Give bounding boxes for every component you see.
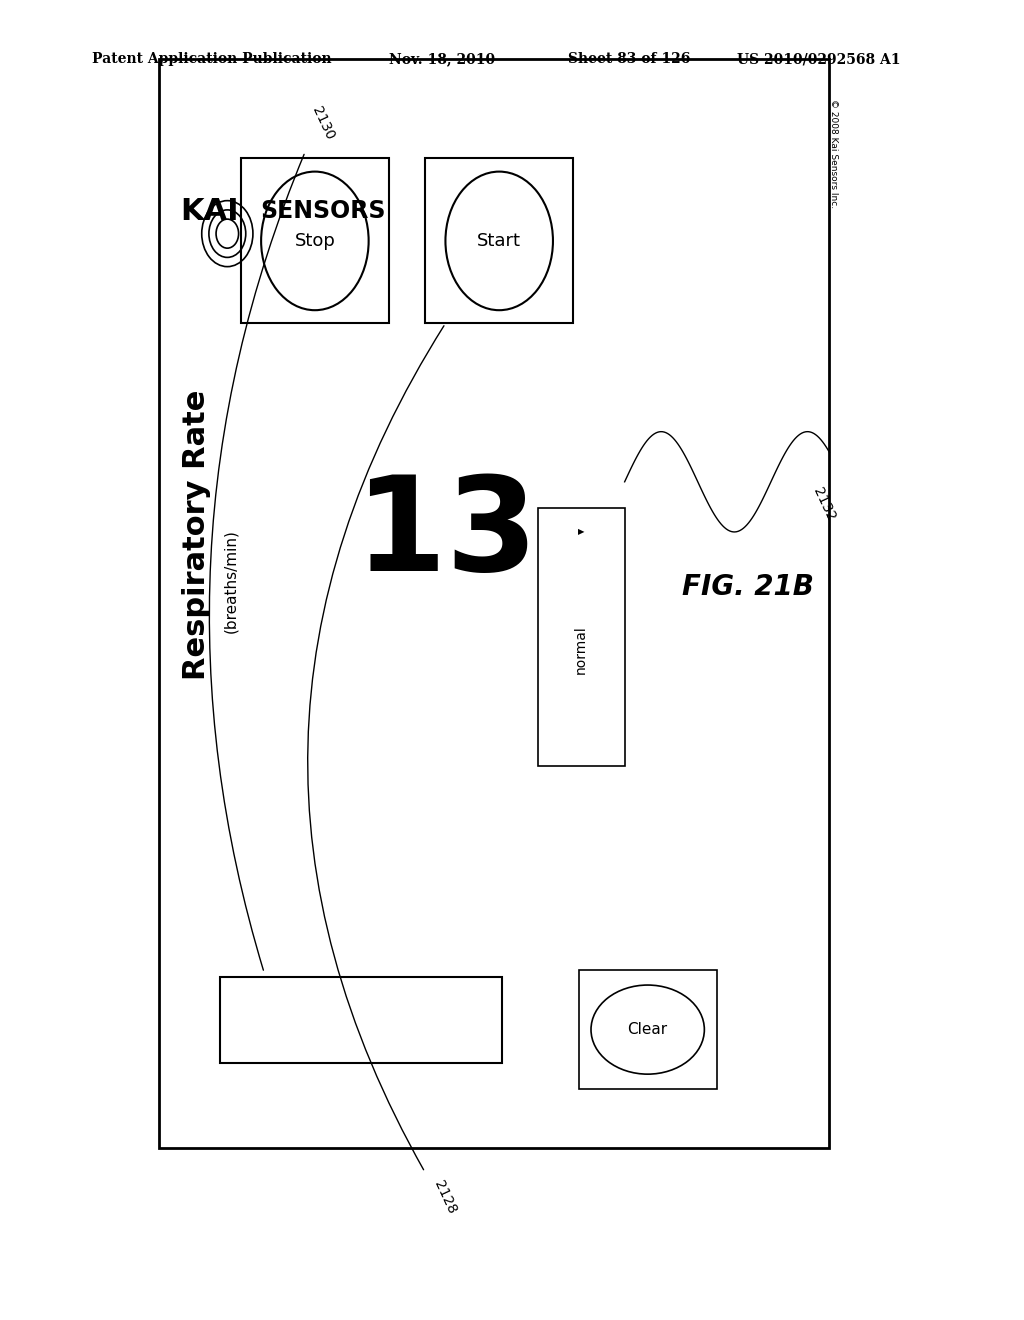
Circle shape	[261, 172, 369, 310]
Bar	[538, 508, 625, 766]
Text: Clear: Clear	[628, 1022, 668, 1038]
Text: 2128: 2128	[432, 1179, 459, 1216]
Text: Stop: Stop	[295, 232, 335, 249]
Text: 2130: 2130	[309, 104, 336, 141]
Text: Patent Application Publication: Patent Application Publication	[92, 53, 332, 66]
Text: KAI: KAI	[180, 197, 240, 226]
FancyArrowPatch shape	[307, 326, 444, 1170]
Text: US 2010/0292568 A1: US 2010/0292568 A1	[737, 53, 901, 66]
Circle shape	[445, 172, 553, 310]
Bar	[159, 59, 829, 1148]
Text: normal: normal	[574, 626, 588, 675]
Text: 2132: 2132	[811, 486, 838, 523]
Text: SENSORS: SENSORS	[260, 199, 385, 223]
Text: Start: Start	[477, 232, 521, 249]
Text: Respiratory Rate: Respiratory Rate	[182, 389, 211, 680]
Bar	[241, 158, 389, 323]
FancyArrowPatch shape	[209, 154, 304, 970]
Text: (breaths/min): (breaths/min)	[223, 529, 238, 632]
Text: FIG. 21B: FIG. 21B	[682, 573, 813, 602]
Text: Sheet 83 of 126: Sheet 83 of 126	[568, 53, 691, 66]
Ellipse shape	[591, 985, 705, 1074]
Bar	[579, 970, 717, 1089]
Text: © 2008 Kai Sensors Inc.: © 2008 Kai Sensors Inc.	[829, 99, 838, 209]
Bar	[425, 158, 573, 323]
Text: 13: 13	[353, 471, 538, 598]
Text: ▶: ▶	[578, 528, 585, 536]
Bar	[220, 977, 502, 1063]
Text: Nov. 18, 2010: Nov. 18, 2010	[389, 53, 496, 66]
